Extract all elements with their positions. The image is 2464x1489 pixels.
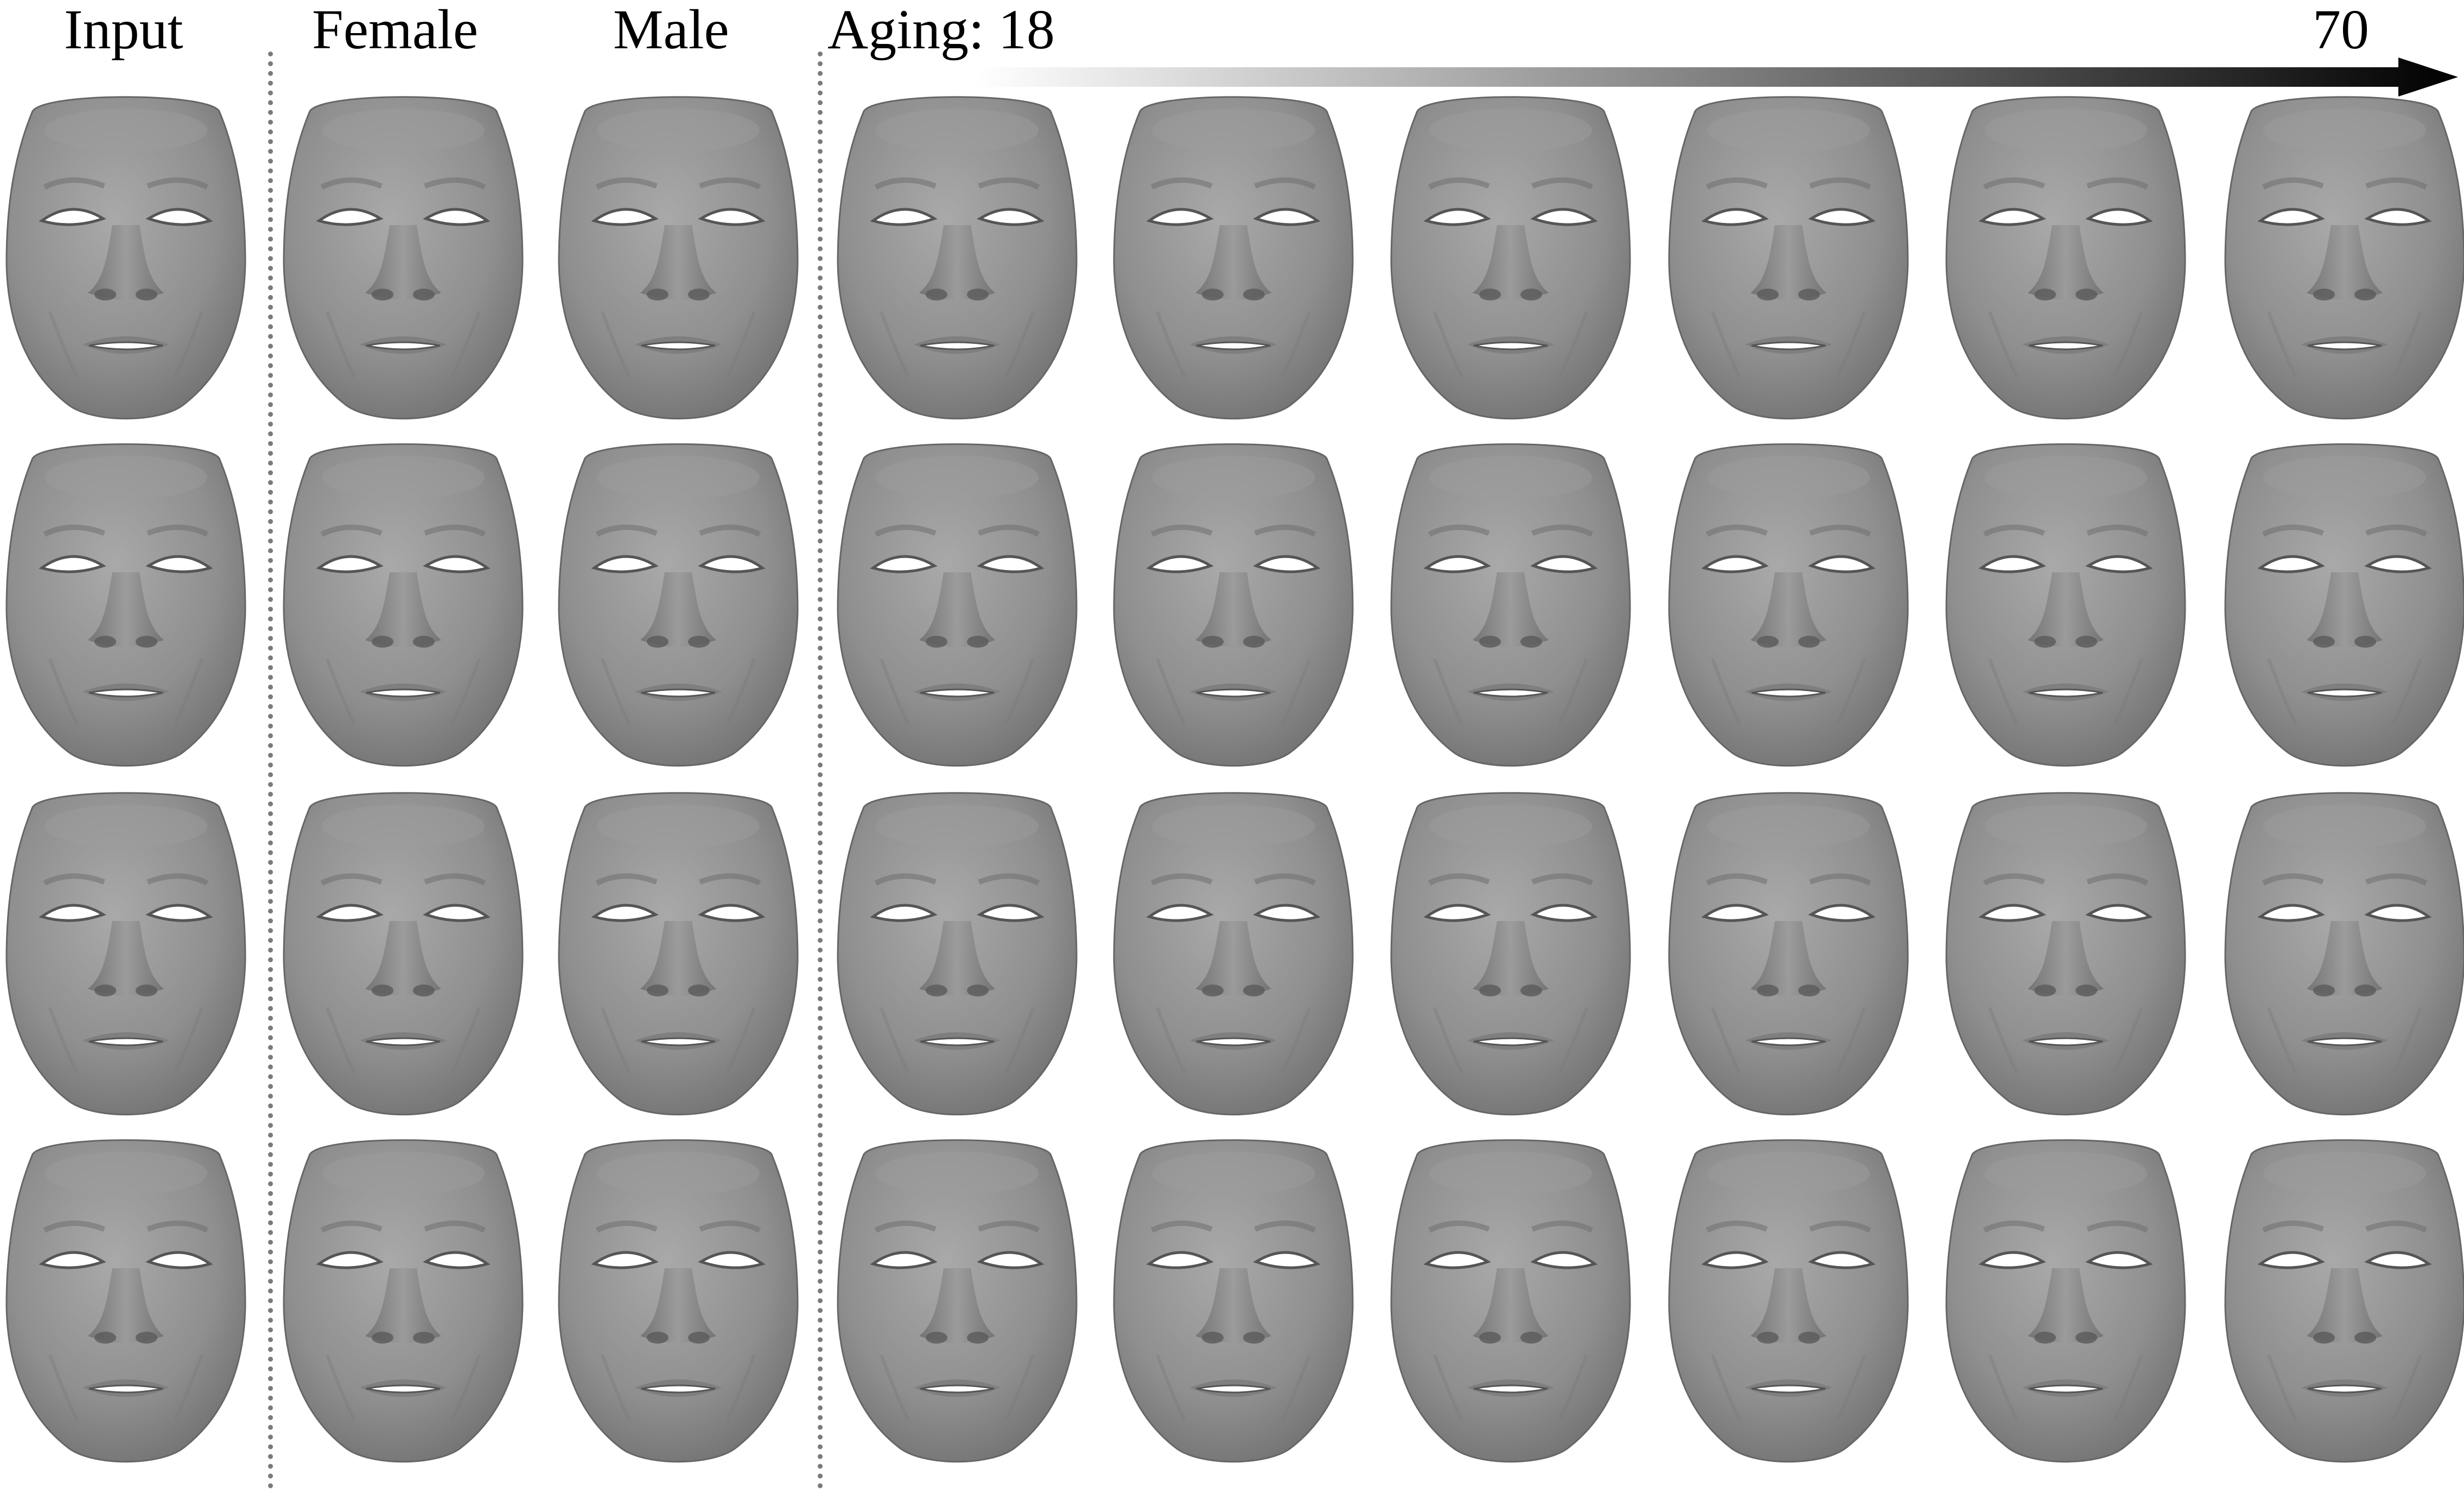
face-age-1-row-3 (838, 793, 1077, 1115)
face-age-3-row-3 (1391, 793, 1630, 1115)
face-female-row-2 (284, 444, 523, 766)
face-age-5-row-2 (1946, 444, 2185, 766)
face-age-6-row-1 (2225, 97, 2464, 419)
face-input-row-2 (7, 444, 245, 766)
face-age-2-row-4 (1114, 1140, 1353, 1462)
face-age-4-row-4 (1669, 1140, 1908, 1462)
face-age-6-row-4 (2225, 1140, 2464, 1462)
face-male-row-3 (559, 793, 798, 1115)
face-age-3-row-1 (1391, 97, 1630, 419)
face-age-4-row-3 (1669, 793, 1908, 1115)
aging-arrow (977, 57, 2458, 97)
face-female-row-4 (284, 1140, 523, 1462)
face-age-2-row-3 (1114, 793, 1353, 1115)
column-header-aging-end: 70 (2313, 0, 2369, 61)
face-age-2-row-2 (1114, 444, 1353, 766)
face-age-1-row-2 (838, 444, 1077, 766)
face-female-row-3 (284, 793, 523, 1115)
column-header-aging-start: Aging: 18 (827, 0, 1055, 61)
face-age-6-row-3 (2225, 793, 2464, 1115)
face-age-5-row-3 (1946, 793, 2185, 1115)
face-input-row-1 (7, 97, 245, 419)
face-age-4-row-1 (1669, 97, 1908, 419)
separator-attributes-aging (818, 52, 823, 1489)
face-male-row-4 (559, 1140, 798, 1462)
face-age-5-row-1 (1946, 97, 2185, 419)
face-age-3-row-2 (1391, 444, 1630, 766)
face-age-6-row-2 (2225, 444, 2464, 766)
face-female-row-1 (284, 97, 523, 419)
column-header-female: Female (312, 0, 479, 61)
face-input-row-3 (7, 793, 245, 1115)
face-male-row-2 (559, 444, 798, 766)
face-input-row-4 (7, 1140, 245, 1462)
column-header-input: Input (64, 0, 183, 61)
face-age-1-row-4 (838, 1140, 1077, 1462)
column-header-male: Male (613, 0, 729, 61)
face-age-1-row-1 (838, 97, 1077, 419)
face-age-4-row-2 (1669, 444, 1908, 766)
face-age-3-row-4 (1391, 1140, 1630, 1462)
face-age-5-row-4 (1946, 1140, 2185, 1462)
face-male-row-1 (559, 97, 798, 419)
separator-input-attributes (268, 52, 273, 1489)
face-age-2-row-1 (1114, 97, 1353, 419)
